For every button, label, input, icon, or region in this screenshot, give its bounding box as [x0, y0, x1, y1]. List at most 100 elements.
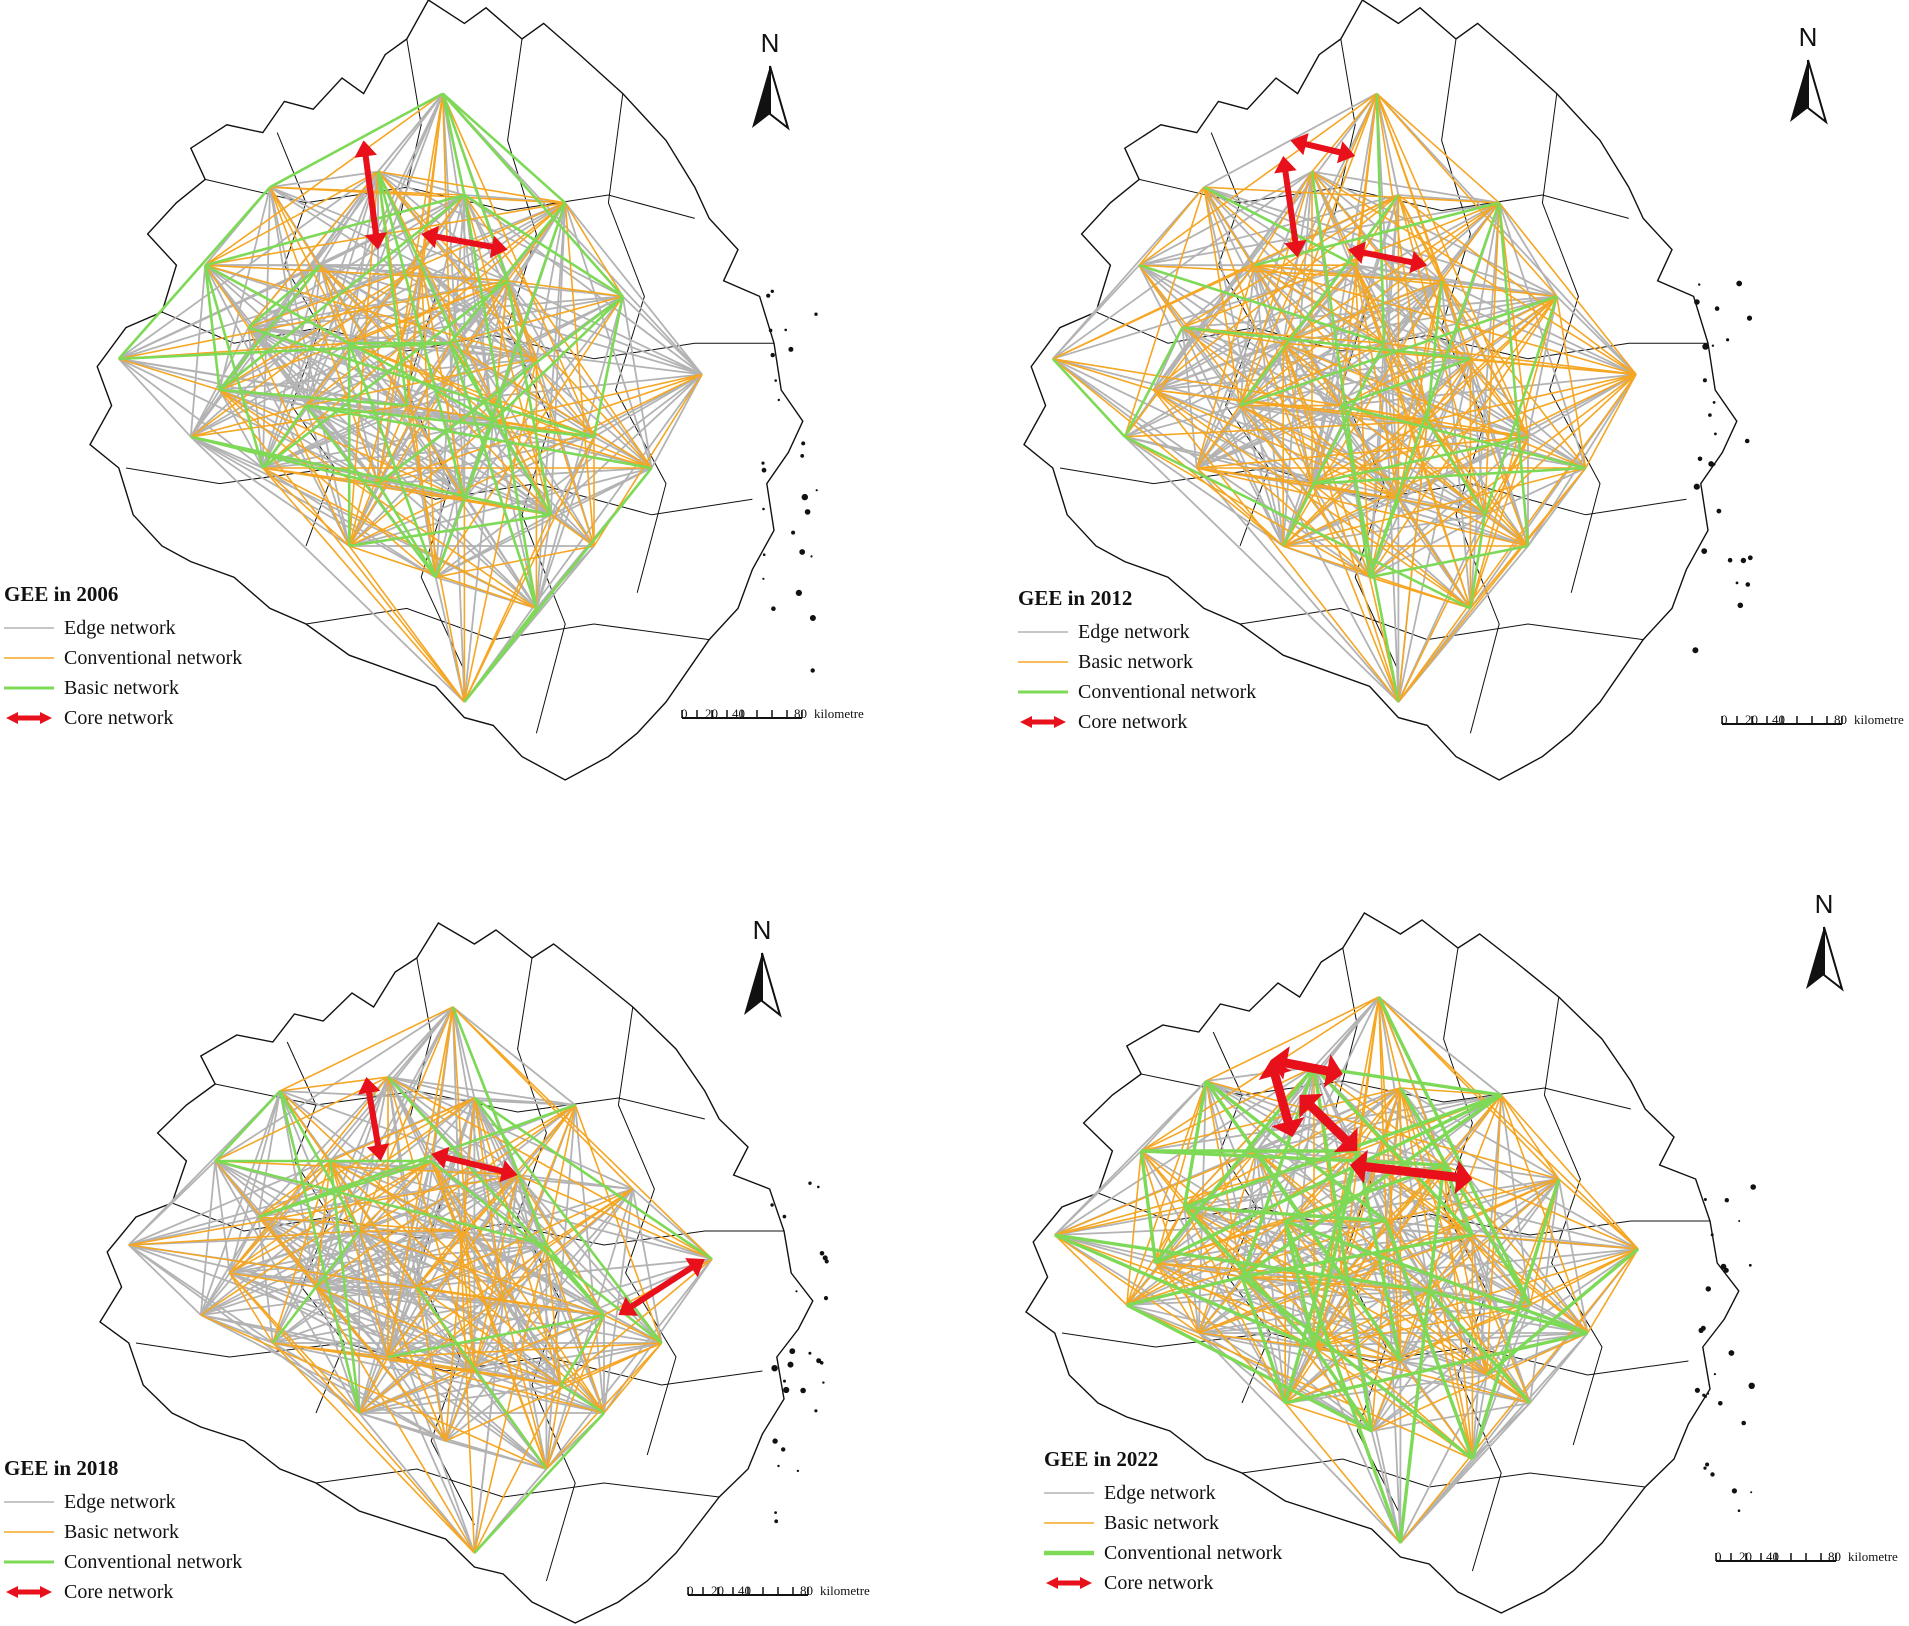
edge-link — [330, 1160, 713, 1260]
green-link — [1339, 405, 1400, 703]
green-link — [347, 342, 437, 578]
green-link — [451, 1006, 548, 1246]
edge-link — [189, 265, 207, 437]
island — [772, 1438, 778, 1444]
island — [1706, 1392, 1710, 1395]
island — [1703, 1466, 1707, 1470]
orange-link — [118, 280, 508, 360]
orange-link — [1378, 996, 1402, 1362]
orange-link — [1138, 264, 1184, 329]
legend-swatch — [1018, 686, 1068, 698]
green-link — [214, 1090, 281, 1162]
legend-item-3: Conventional network — [1044, 1538, 1282, 1568]
orange-link — [1378, 996, 1402, 1089]
edge-link — [463, 194, 703, 376]
edge-link — [1527, 436, 1587, 469]
orange-link — [1054, 1150, 1257, 1236]
green-link — [248, 326, 595, 439]
edge-link — [190, 389, 221, 438]
island — [1694, 1387, 1700, 1393]
island — [1714, 432, 1717, 436]
orange-link — [492, 280, 509, 422]
orange-link — [219, 280, 508, 391]
island — [1712, 401, 1716, 404]
island — [824, 1259, 829, 1264]
edge-link — [564, 202, 703, 375]
edge-link — [1484, 467, 1586, 516]
scale-ruler — [687, 1587, 809, 1596]
orange-link — [545, 1244, 605, 1414]
orange-link — [218, 389, 466, 703]
edge-link — [1529, 1178, 1560, 1404]
orange-link — [204, 92, 444, 266]
orange-link — [1153, 194, 1399, 391]
legend-label: Basic network — [1078, 650, 1193, 673]
orange-link — [516, 1174, 605, 1316]
island — [774, 1519, 779, 1524]
orange-link — [1311, 93, 1378, 173]
edge-link — [200, 1286, 417, 1316]
island — [768, 328, 773, 333]
orange-link — [348, 545, 537, 610]
orange-link — [1397, 467, 1587, 703]
green-link — [559, 1314, 606, 1386]
edge-link — [435, 467, 653, 579]
edge-link — [535, 202, 567, 359]
legend-item-2: Basic network — [1018, 647, 1256, 677]
orange-link — [1472, 1234, 1639, 1250]
island — [808, 1351, 812, 1355]
orange-link — [1183, 1066, 1315, 1208]
legend: GEE in 2012 Edge network Basic network C… — [1018, 586, 1256, 737]
orange-link — [1054, 1234, 1128, 1306]
orange-link — [1153, 389, 1529, 438]
island — [1737, 602, 1744, 609]
green-link — [278, 1090, 361, 1414]
island — [761, 467, 767, 473]
edge-link — [305, 404, 537, 610]
edge-link — [1052, 358, 1198, 469]
edge-link — [1556, 295, 1637, 376]
island — [1750, 1184, 1756, 1190]
island — [810, 668, 815, 673]
island — [1736, 280, 1743, 287]
legend-item-3: Basic network — [4, 673, 242, 703]
orange-link — [506, 280, 595, 547]
edge-link — [1054, 1164, 1444, 1236]
island — [770, 1203, 774, 1207]
legend-title: GEE in 2012 — [1018, 586, 1133, 610]
edge-link — [1138, 170, 1313, 266]
orange-link — [1558, 1178, 1639, 1250]
edge-link — [200, 1216, 260, 1316]
district-boundary — [135, 1342, 763, 1386]
island — [789, 1348, 796, 1355]
edge-link — [621, 296, 653, 469]
green-link — [1497, 202, 1530, 547]
island — [1710, 1472, 1715, 1477]
edge-link — [1198, 1332, 1402, 1544]
orange-link — [502, 1300, 548, 1470]
island — [1718, 1401, 1723, 1406]
edge-link — [1138, 264, 1285, 547]
island — [783, 1379, 786, 1383]
edge-link — [272, 1342, 605, 1414]
green-link — [1241, 1093, 1503, 1279]
legend-item-4: Core network — [1044, 1568, 1282, 1598]
edge-link — [1054, 1234, 1243, 1278]
edge-link — [1152, 93, 1378, 391]
green-link — [203, 265, 221, 391]
island — [774, 379, 777, 382]
orange-link — [1052, 358, 1284, 547]
green-link — [1283, 1150, 1359, 1404]
legend-item-4: Core network — [4, 703, 242, 733]
orange-network-links — [128, 1006, 713, 1554]
orange-link — [1469, 295, 1558, 360]
edge-link — [1376, 92, 1637, 376]
edge-link — [1124, 436, 1284, 547]
orange-link — [358, 1314, 605, 1414]
edge-link — [1152, 264, 1256, 391]
island — [1697, 456, 1703, 462]
legend-swatch — [4, 652, 54, 664]
green-link — [377, 295, 624, 485]
green-link — [1203, 186, 1356, 267]
edge-link — [315, 1244, 547, 1288]
